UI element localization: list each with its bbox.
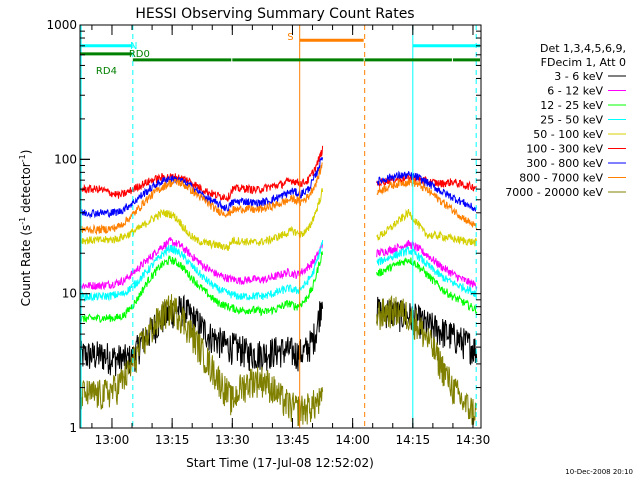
y-tick-label-0: 1: [69, 421, 77, 435]
series-7-line: [80, 162, 323, 236]
legend-label-4: 50 - 100 keV: [533, 128, 603, 141]
series-4-line-2: [376, 208, 478, 247]
x-tick-label-3: 13:45: [275, 433, 310, 447]
y-tick-label-2: 100: [54, 152, 77, 166]
legend-header-line-2: FDecim 1, Att 0: [541, 56, 626, 69]
series-4-line: [80, 188, 324, 252]
series-2-line: [80, 250, 324, 323]
state-label-rd0: RD0: [129, 49, 150, 60]
y-axis-label: Count Rate (s-1 detector-1): [18, 150, 33, 307]
axes: 1 10 100 1000 13:00 13:15 13:30 13:45 14:00 14:15…: [46, 18, 490, 447]
legend-label-5: 100 - 300 keV: [526, 143, 603, 156]
y-tick-label-3: 1000: [46, 18, 77, 32]
legend-label-8: 7000 - 20000 keV: [505, 186, 603, 199]
legend-label-3: 25 - 50 keV: [540, 114, 603, 127]
series-1-line: [80, 236, 324, 291]
series-3-line-2: [376, 245, 478, 297]
series-1-line-2: [376, 239, 478, 290]
state-label-rd4: RD4: [96, 66, 117, 77]
series-8-line: [80, 294, 324, 427]
series-3-line: [80, 240, 324, 302]
legend-label-2: 12 - 25 keV: [540, 99, 603, 112]
series-0-line: [80, 294, 324, 377]
y-tick-label-1: 10: [62, 287, 77, 301]
plot-clip-group: [80, 25, 480, 428]
series-2-line-2: [376, 256, 478, 315]
series-5-line: [80, 145, 324, 202]
x-axis-label: Start Time (17-Jul-08 12:52:02): [186, 456, 374, 470]
plot-frame: [79, 24, 482, 429]
legend-label-0: 3 - 6 keV: [554, 70, 603, 83]
state-label-s: S: [287, 32, 293, 43]
legend-label-7: 800 - 7000 keV: [519, 172, 603, 185]
x-tick-label-5: 14:15: [396, 433, 431, 447]
series-8-line-2: [376, 294, 478, 425]
series-6-line-2: [376, 170, 477, 212]
x-tick-label-1: 13:15: [155, 433, 190, 447]
x-tick-label-6: 14:30: [456, 433, 491, 447]
legend: Det 1,3,4,5,6,9, FDecim 1, Att 0 3 - 6 k…: [505, 42, 626, 199]
x-tick-label-4: 14:00: [335, 433, 370, 447]
legend-label-6: 300 - 800 keV: [526, 157, 603, 170]
footer-date: 10-Dec-2008 20:10: [565, 468, 633, 476]
legend-header-line-1: Det 1,3,4,5,6,9,: [540, 42, 626, 55]
chart-title: HESSI Observing Summary Count Rates: [135, 6, 414, 22]
x-tick-label-0: 13:00: [95, 433, 130, 447]
x-tick-label-2: 13:30: [215, 433, 250, 447]
legend-label-1: 6 - 12 keV: [547, 85, 603, 98]
state-label-n: N: [130, 41, 137, 52]
series-7-line-2: [376, 178, 478, 230]
